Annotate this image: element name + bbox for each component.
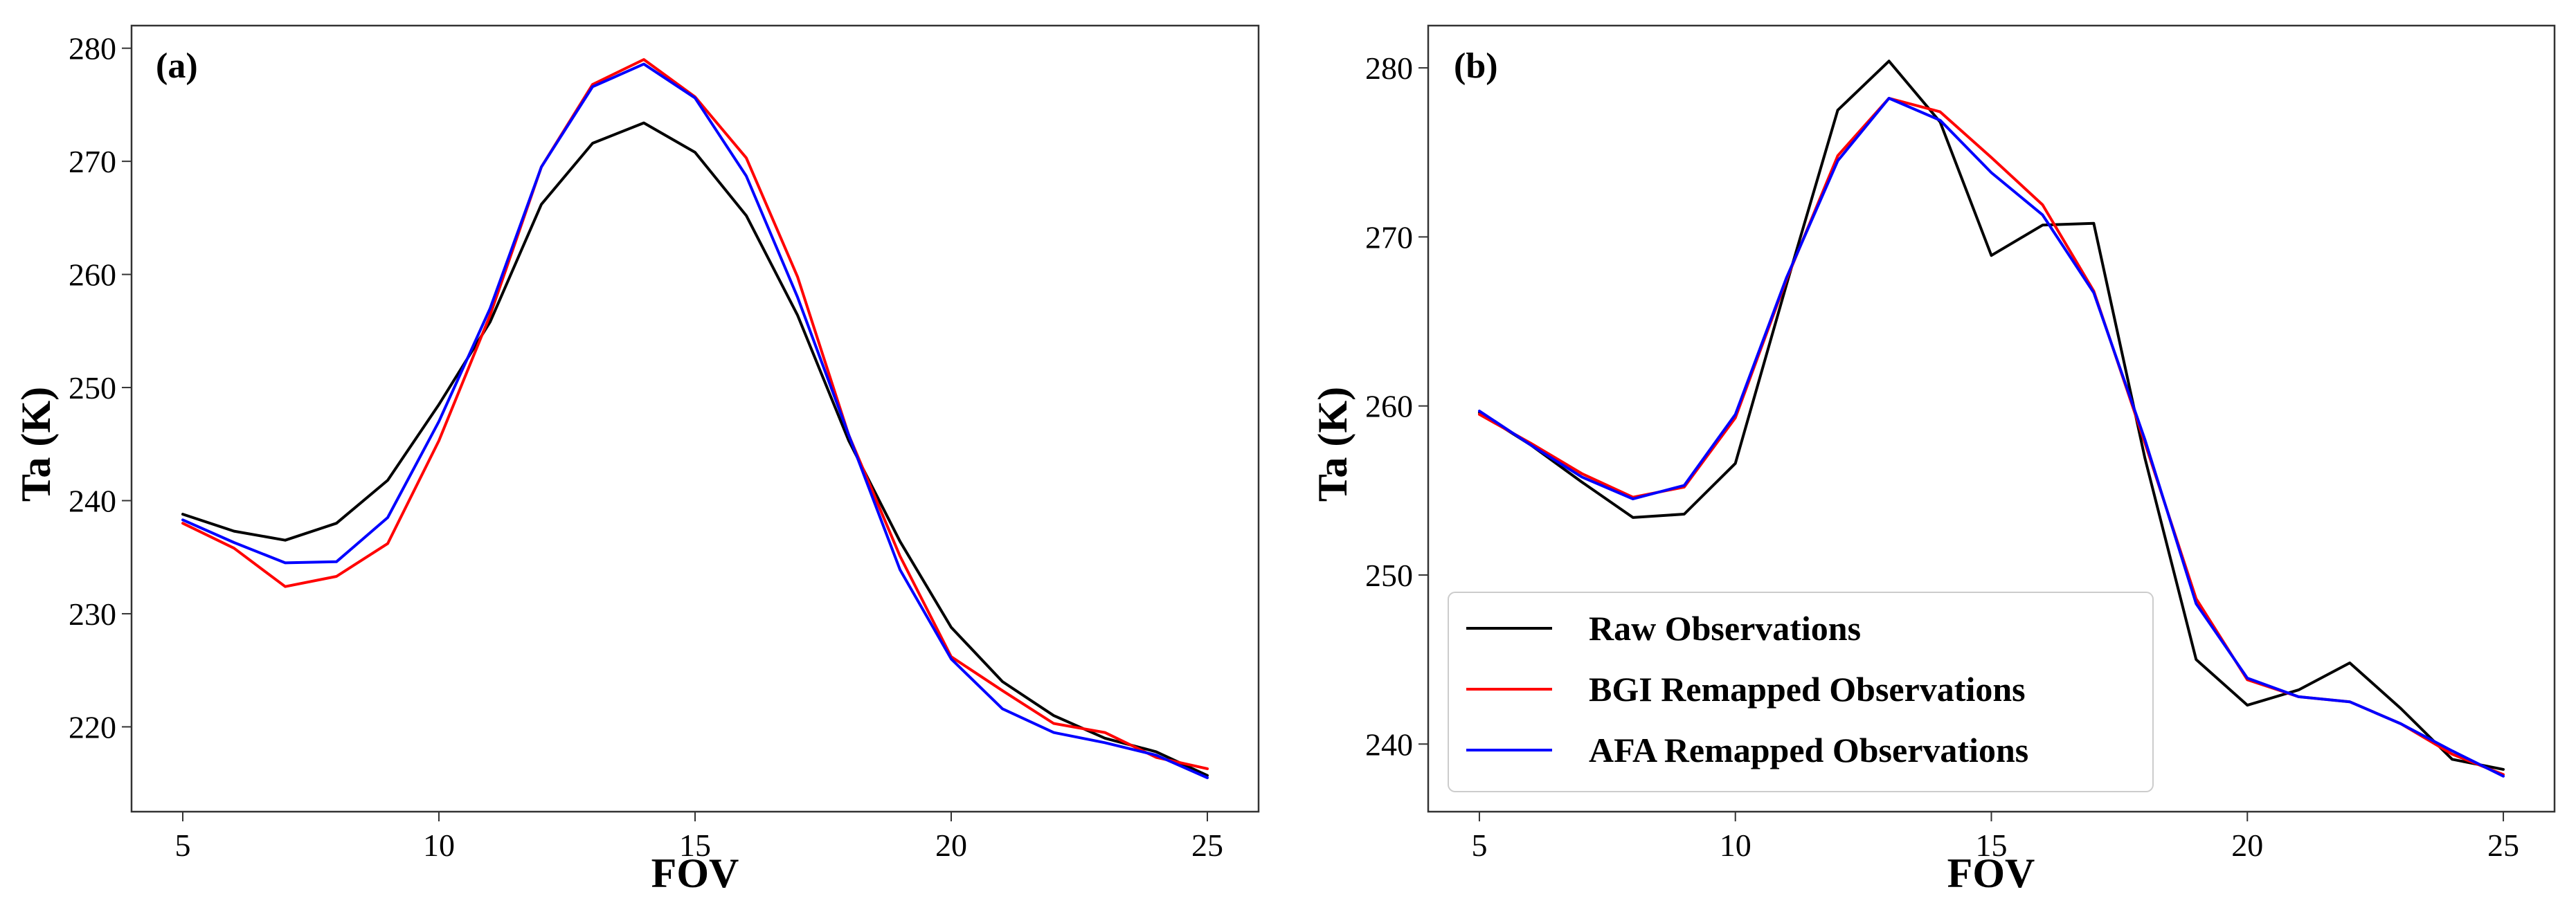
- panel-b-x-tick-label: 15: [1976, 828, 2008, 863]
- panel-b-series-line-raw: [1478, 60, 2505, 771]
- panel-a-y-tick-label: 270: [69, 144, 116, 179]
- panel-a-y-axis-label: Ta (K): [13, 387, 59, 502]
- panel-b-y-tick-label: 270: [1365, 219, 1413, 255]
- panel-a-y-tick-label: 280: [69, 31, 116, 66]
- panel-a-x-tick-label: 20: [935, 828, 967, 863]
- panel-b-chart: (b) FOV Ta (K) 5 10 15 20 25 240 250 260 270 280 R…: [1310, 24, 2556, 896]
- panel-a-y-tick-label: 220: [69, 709, 116, 745]
- panel-a-plot-frame: [130, 24, 1260, 813]
- panel-b-y-tick-label: 250: [1365, 558, 1413, 593]
- panel-b-x-axis-label: FOV: [1947, 850, 2035, 896]
- panel-b-y-tick-label: 240: [1365, 727, 1413, 762]
- legend-label-afa: AFA Remapped Observations: [1589, 731, 2028, 769]
- panel-a-x-tick-label: 15: [679, 828, 711, 863]
- panel-b-y-tick-label: 280: [1365, 51, 1413, 86]
- legend: Raw Observations BGI Remapped Observation…: [1448, 592, 2154, 792]
- panel-b-x-tick-label: 10: [1720, 828, 1751, 863]
- panel-b-label: (b): [1454, 46, 1498, 86]
- panel-a-x-tick-label: 5: [175, 828, 191, 863]
- panel-b-plot-frame: [1427, 24, 2556, 813]
- panel-a-label: (a): [156, 46, 198, 86]
- legend-box: [1448, 592, 2154, 792]
- panel-a-chart: (a) FOV Ta (K) 5 10 15 20 25 220 230 240 250 260 2…: [13, 24, 1260, 896]
- panel-a-x-tick-label: 10: [423, 828, 455, 863]
- panel-a-y-tick-label: 260: [69, 257, 116, 293]
- panel-a-series-line-bgi: [181, 58, 1209, 770]
- panel-a-y-tick-label: 250: [69, 370, 116, 405]
- panel-b-y-axis-label: Ta (K): [1310, 387, 1355, 502]
- panel-a-x-axis-label: FOV: [651, 850, 739, 896]
- panel-a-x-tick-label: 25: [1191, 828, 1223, 863]
- panel-a-y-tick-label: 240: [69, 484, 116, 519]
- panel-b-x-tick-label: 20: [2231, 828, 2263, 863]
- panel-b-x-tick-label: 25: [2487, 828, 2519, 863]
- panel-b-series-line-afa: [1478, 97, 2505, 778]
- panel-b-y-tick-label: 260: [1365, 389, 1413, 424]
- legend-label-raw: Raw Observations: [1589, 609, 1861, 648]
- panel-a-series-line-raw: [181, 121, 1209, 777]
- panel-a-series-line-afa: [181, 62, 1209, 779]
- panel-b-x-tick-label: 5: [1471, 828, 1487, 863]
- legend-label-bgi: BGI Remapped Observations: [1589, 670, 2026, 709]
- panel-a-y-tick-label: 230: [69, 596, 116, 632]
